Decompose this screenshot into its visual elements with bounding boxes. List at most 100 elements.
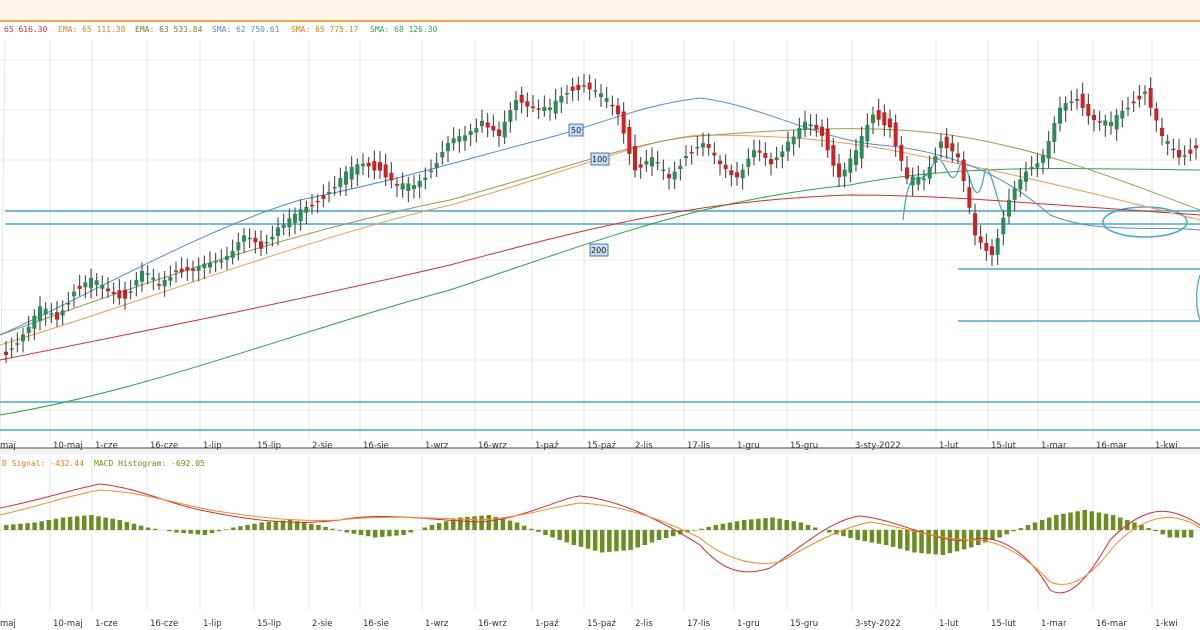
ma-tag-100[interactable]: 100 (590, 152, 610, 166)
macd-hist-bar (372, 530, 378, 538)
candle-up (502, 121, 507, 138)
candle-down (531, 106, 535, 108)
x-tick-label: 1-wrz (425, 619, 449, 629)
candle-down (763, 153, 768, 158)
candle-up (236, 242, 241, 251)
macd-hist-bar (1174, 530, 1180, 538)
candle-down (4, 351, 8, 355)
candle-up (1182, 155, 1187, 157)
ma-tag-200[interactable]: 200 (589, 243, 609, 257)
x-axis-macd: maj 10-maj 1-cze 16-cze 1-lip 15-lip 2-sie 16-s… (0, 619, 1178, 629)
grid-line-v (0, 39, 6, 441)
x-tick-label: 1-paź (535, 619, 559, 629)
macd-hist-bar (1167, 530, 1173, 538)
macd-hist-bar (564, 530, 570, 543)
macd-hist-bar (968, 530, 974, 548)
macd-hist-bar (465, 516, 470, 530)
candle-up (672, 171, 677, 180)
macd-hist-bar (131, 523, 137, 530)
macd-hist-bar (337, 530, 342, 531)
candle-down (485, 122, 490, 128)
candle-up (15, 343, 20, 345)
x-tick-label: 1-kwi (1155, 619, 1178, 629)
macd-hist-bar (926, 530, 931, 554)
macd-hist-bar (11, 524, 16, 530)
macd-hist-bar (259, 522, 264, 530)
macd-hist-bar (323, 526, 328, 530)
candle-down (973, 213, 977, 236)
candle-down (378, 162, 382, 171)
horizontal-grid (0, 59, 1200, 411)
macd-hist-bar (82, 515, 87, 530)
candle-up (270, 236, 275, 240)
macd-hist-bar (692, 530, 697, 531)
macd-hist-bar (706, 526, 711, 530)
macd-hist-bar (571, 530, 577, 545)
ma-tag-50[interactable]: 50 (568, 123, 584, 137)
candle-up (701, 143, 705, 148)
x-tick-label: 1-wrz (425, 441, 449, 451)
candle-down (899, 144, 904, 161)
candle-up (582, 85, 586, 87)
candle-up (1041, 155, 1045, 163)
macd-hist-bar (1004, 530, 1009, 535)
candle-down (1097, 121, 1102, 123)
legend-item-sma-2: SMA: 65 775.17 (291, 25, 359, 34)
macd-hist-bar (940, 530, 946, 555)
macd-hist-bar (628, 530, 633, 550)
candle-down (689, 152, 694, 154)
candlestick-series[interactable] (4, 73, 1198, 364)
macd-hist-bar (394, 530, 399, 536)
macd-hist-bar (585, 530, 591, 549)
candle-down (769, 158, 773, 165)
macd-hist-bar (848, 530, 853, 539)
candle-down (990, 246, 994, 256)
macd-hist-bar (302, 522, 307, 530)
macd-hist-bar (720, 523, 726, 530)
candle-up (213, 260, 218, 263)
candle-up (1018, 179, 1023, 190)
candle-down (536, 108, 541, 110)
x-tick-label: 15-paź (587, 441, 616, 451)
candle-up (276, 227, 280, 236)
candle-up (695, 146, 700, 149)
macd-hist-bar (905, 530, 910, 551)
candle-up (60, 310, 65, 316)
macd-hist-bar (273, 521, 279, 530)
candle-down (723, 164, 728, 170)
macd-hist-bar (983, 530, 988, 543)
support-lines[interactable] (0, 158, 1200, 431)
macd-hist-bar (1139, 525, 1144, 530)
candle-down (610, 104, 615, 107)
macd-hist-bar (827, 530, 832, 533)
candle-down (383, 164, 388, 178)
candle-down (956, 153, 960, 158)
candle-up (89, 277, 93, 289)
candle-up (304, 206, 309, 213)
candle-down (519, 94, 524, 103)
macd-hist-bar (600, 530, 605, 553)
candle-up (344, 171, 348, 185)
candle-up (9, 348, 14, 350)
x-tick-label: 15-lip (257, 441, 281, 451)
macd-hist-bar (947, 530, 953, 554)
macd-hist-bar (330, 528, 335, 530)
macd-hist-bar (493, 516, 499, 530)
candle-up (1007, 199, 1011, 217)
macd-hist-bar (834, 530, 839, 535)
macd-hist-bar (876, 530, 882, 544)
candle-up (1012, 188, 1017, 200)
macd-hist-bar (536, 530, 541, 532)
macd-histogram (4, 510, 1194, 555)
macd-hist-bar (1103, 513, 1109, 530)
macd-hist-bar (1075, 511, 1080, 530)
candle-up (247, 237, 252, 240)
x-tick-label: 1-gru (737, 441, 760, 451)
candle-up (463, 135, 467, 141)
macd-hist-bar (543, 530, 548, 535)
x-tick-label: 16-sie (363, 441, 389, 451)
macd-hist-bar (713, 525, 719, 530)
macd-hist-bar (529, 528, 534, 530)
macd-hist-bar (1096, 512, 1102, 530)
